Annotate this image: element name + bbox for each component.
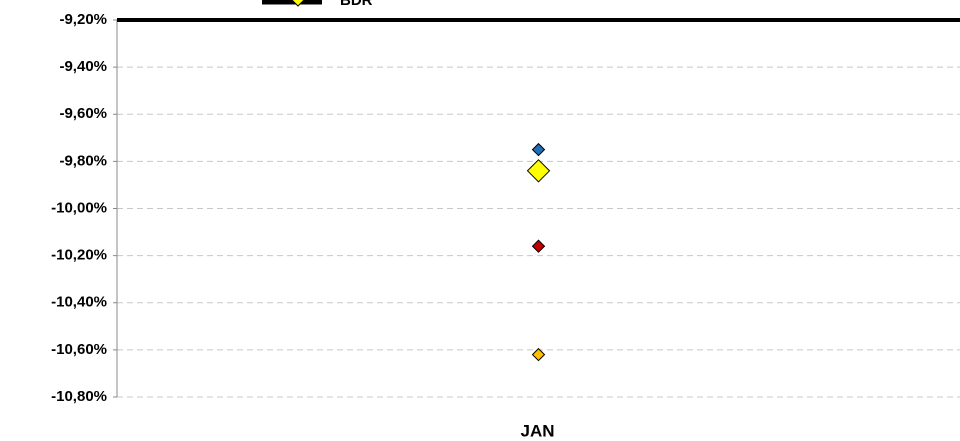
y-tick-label: -10,20% (51, 247, 107, 264)
y-tick-label: -10,40% (51, 294, 107, 311)
y-tick-label: -9,60% (59, 105, 107, 122)
y-tick-label: -9,40% (59, 58, 107, 75)
y-tick-label: -10,80% (51, 388, 107, 405)
y-tick-label: -9,80% (59, 152, 107, 169)
y-tick-label: -10,60% (51, 341, 107, 358)
legend-label: BDR (340, 0, 373, 9)
marker (531, 239, 546, 253)
marker (531, 347, 546, 362)
y-tick-label: -9,20% (59, 11, 107, 28)
x-tick-label: JAN (520, 421, 554, 440)
marker (531, 142, 546, 157)
legend: BDR (262, 0, 373, 9)
legend-marker (291, 0, 305, 7)
marker (526, 159, 551, 183)
y-tick-label: -10,00% (51, 199, 107, 216)
